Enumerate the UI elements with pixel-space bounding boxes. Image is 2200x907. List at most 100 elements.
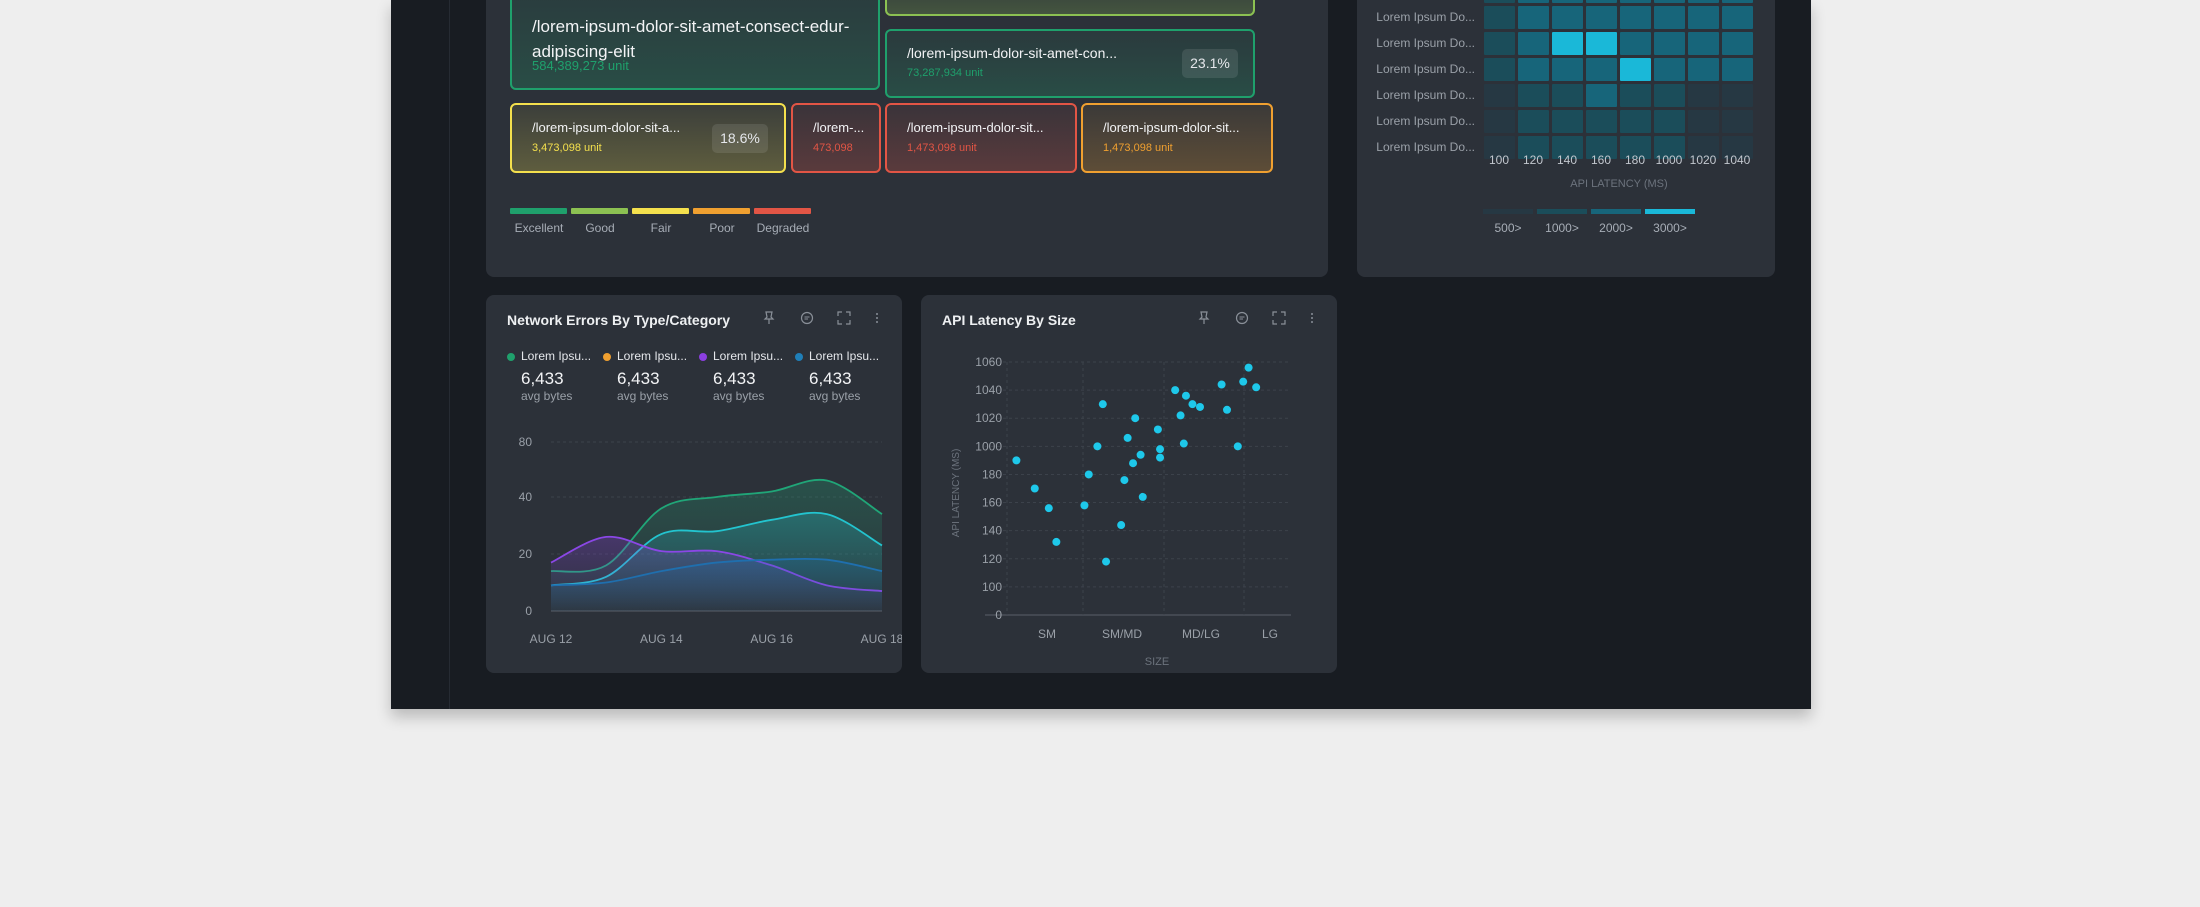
heatmap-cell[interactable]: [1654, 32, 1685, 55]
scatter-point[interactable]: [1239, 377, 1248, 386]
heatmap-cell[interactable]: [1688, 58, 1719, 81]
heatmap-cell[interactable]: [1586, 110, 1617, 133]
scatter-point[interactable]: [1176, 411, 1185, 420]
series-legend-item[interactable]: Lorem Ipsu...: [795, 349, 879, 363]
scatter-point[interactable]: [1196, 402, 1204, 411]
series-legend-item[interactable]: Lorem Ipsu...: [507, 349, 591, 363]
heatmap-cell[interactable]: [1586, 84, 1617, 107]
heatmap-cell[interactable]: [1484, 0, 1515, 3]
heatmap-cell[interactable]: [1654, 84, 1685, 107]
scatter-point[interactable]: [1153, 425, 1162, 434]
heatmap-cell[interactable]: [1654, 6, 1685, 29]
scatter-point[interactable]: [1179, 439, 1188, 448]
scatter-point[interactable]: [1084, 470, 1093, 479]
heatmap-cell[interactable]: [1620, 58, 1651, 81]
treemap-tile[interactable]: /lorem-... 473,098: [791, 103, 881, 173]
scatter-point[interactable]: [1102, 557, 1111, 566]
treemap-tile[interactable]: /lorem-ipsum-dolor-sit-amet-consect-edur…: [510, 0, 880, 90]
heatmap-cell[interactable]: [1722, 84, 1753, 107]
scatter-point[interactable]: [1052, 537, 1061, 546]
heatmap-cell[interactable]: [1722, 0, 1753, 3]
heatmap-cell[interactable]: [1688, 6, 1719, 29]
heatmap-cell[interactable]: [1552, 110, 1583, 133]
scatter-point[interactable]: [1244, 363, 1253, 372]
heatmap-cell[interactable]: [1552, 6, 1583, 29]
scatter-point[interactable]: [1030, 484, 1039, 493]
scatter-point[interactable]: [1252, 383, 1261, 392]
pin-icon[interactable]: [1196, 311, 1212, 327]
heatmap-cell[interactable]: [1688, 0, 1719, 3]
heatmap-cell[interactable]: [1518, 84, 1549, 107]
scatter-point[interactable]: [1120, 476, 1129, 485]
more-options-icon[interactable]: [1304, 311, 1320, 327]
scatter-point[interactable]: [1188, 400, 1197, 409]
scatter-point[interactable]: [1131, 414, 1140, 423]
scatter-point[interactable]: [1044, 504, 1053, 513]
scatter-point[interactable]: [1098, 400, 1107, 409]
heatmap-cell[interactable]: [1620, 32, 1651, 55]
heatmap-cell[interactable]: [1552, 32, 1583, 55]
scatter-point[interactable]: [1233, 442, 1242, 451]
heatmap-cell[interactable]: [1586, 32, 1617, 55]
heatmap-cell[interactable]: [1722, 110, 1753, 133]
treemap-tile[interactable]: /lorem-ipsum-dolor-sit-a... 3,473,098 uni…: [510, 103, 786, 173]
heatmap-cell[interactable]: [1484, 6, 1515, 29]
scatter-point[interactable]: [1138, 492, 1147, 501]
heatmap-cell[interactable]: [1654, 110, 1685, 133]
heatmap-cell[interactable]: [1552, 84, 1583, 107]
heatmap-cell[interactable]: [1688, 110, 1719, 133]
heatmap-cell[interactable]: [1484, 84, 1515, 107]
series-legend-item[interactable]: Lorem Ipsu...: [603, 349, 687, 363]
treemap-tile[interactable]: /lorem-ipsum-dolor-sit... 1,473,098 unit: [885, 103, 1077, 173]
heatmap-cell[interactable]: [1688, 84, 1719, 107]
pin-icon[interactable]: [761, 311, 777, 327]
heatmap-cell[interactable]: [1722, 136, 1753, 159]
heatmap-cell[interactable]: [1518, 6, 1549, 29]
heatmap-cell[interactable]: [1654, 136, 1685, 159]
scatter-point[interactable]: [1136, 450, 1145, 459]
scatter-point[interactable]: [1080, 501, 1089, 510]
scatter-point[interactable]: [1156, 453, 1165, 462]
expand-icon[interactable]: [836, 311, 852, 327]
heatmap-cell[interactable]: [1586, 136, 1617, 159]
heatmap-cell[interactable]: [1484, 110, 1515, 133]
heatmap-cell[interactable]: [1654, 0, 1685, 3]
heatmap-cell[interactable]: [1586, 58, 1617, 81]
scatter-point[interactable]: [1093, 442, 1102, 451]
scatter-point[interactable]: [1156, 445, 1165, 454]
treemap-tile[interactable]: /lorem-ipsum-dolor-sit-amet-con... 73,287…: [885, 29, 1255, 98]
series-legend-item[interactable]: Lorem Ipsu...: [699, 349, 783, 363]
heatmap-cell[interactable]: [1518, 110, 1549, 133]
scatter-point[interactable]: [1129, 459, 1138, 468]
heatmap-cell[interactable]: [1620, 6, 1651, 29]
scatter-point[interactable]: [1181, 391, 1190, 400]
heatmap-cell[interactable]: [1620, 110, 1651, 133]
scatter-point[interactable]: [1123, 433, 1132, 442]
heatmap-cell[interactable]: [1518, 32, 1549, 55]
heatmap-cell[interactable]: [1722, 58, 1753, 81]
heatmap-cell[interactable]: [1586, 6, 1617, 29]
heatmap-cell[interactable]: [1552, 0, 1583, 3]
comment-icon[interactable]: [1234, 311, 1250, 327]
heatmap-cell[interactable]: [1620, 136, 1651, 159]
series-line[interactable]: [550, 557, 883, 587]
expand-icon[interactable]: [1271, 311, 1287, 327]
treemap-tile[interactable]: /lorem-ipsum-dolor-sit... 1,473,098 unit: [1081, 103, 1273, 173]
heatmap-cell[interactable]: [1518, 0, 1549, 3]
heatmap-cell[interactable]: [1518, 136, 1549, 159]
scatter-point[interactable]: [1171, 386, 1180, 395]
heatmap-cell[interactable]: [1484, 136, 1515, 159]
more-options-icon[interactable]: [869, 311, 885, 327]
heatmap-cell[interactable]: [1722, 32, 1753, 55]
heatmap-cell[interactable]: [1688, 32, 1719, 55]
heatmap-cell[interactable]: [1484, 32, 1515, 55]
heatmap-cell[interactable]: [1552, 136, 1583, 159]
comment-icon[interactable]: [799, 311, 815, 327]
heatmap-cell[interactable]: [1722, 6, 1753, 29]
heatmap-cell[interactable]: [1688, 136, 1719, 159]
scatter-point[interactable]: [1217, 380, 1226, 389]
scatter-point[interactable]: [1223, 405, 1231, 414]
heatmap-cell[interactable]: [1620, 84, 1651, 107]
treemap-tile[interactable]: 584,389,273 unit: [885, 0, 1255, 16]
heatmap-cell[interactable]: [1552, 58, 1583, 81]
